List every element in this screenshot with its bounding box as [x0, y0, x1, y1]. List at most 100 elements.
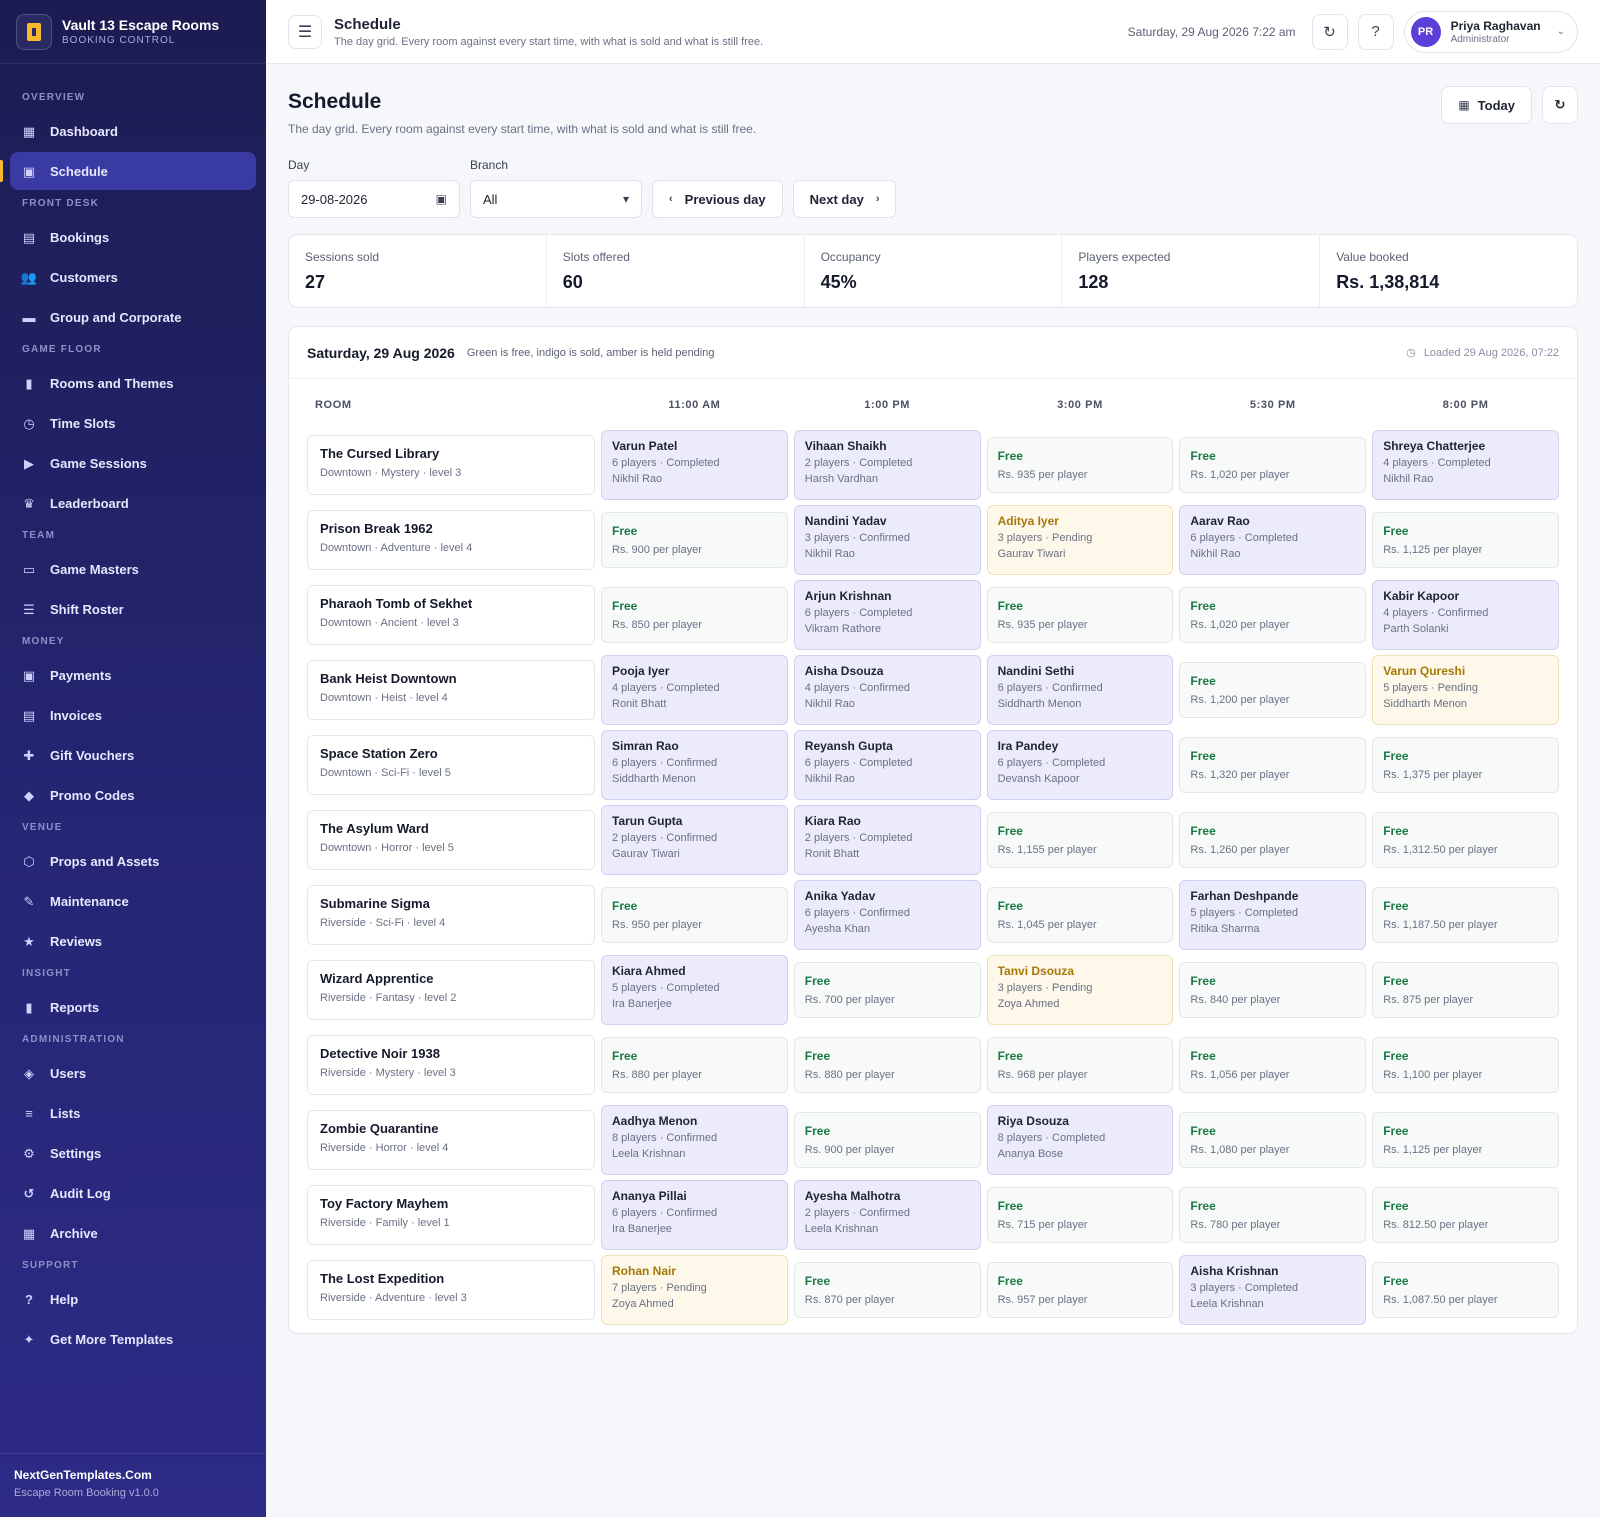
calendar-picker-icon[interactable]: ▣	[435, 192, 447, 206]
slot-sold[interactable]: Ira Pandey 6 players · Completed Devansh…	[986, 729, 1174, 800]
slot-sold[interactable]: Kiara Rao 2 players · Completed Ronit Bh…	[793, 804, 981, 875]
menu-toggle-button[interactable]: ☰	[288, 14, 322, 49]
slot-free[interactable]: Free Rs. 1,045 per player	[986, 886, 1174, 943]
slot-sold[interactable]: Anika Yadav 6 players · Confirmed Ayesha…	[793, 879, 981, 950]
sidebar-item-time-slots[interactable]: ◷ Time Slots	[10, 404, 256, 442]
room-cell[interactable]: The Lost Expedition Riverside · Adventur…	[307, 1259, 595, 1320]
slot-pending[interactable]: Rohan Nair 7 players · Pending Zoya Ahme…	[601, 1254, 788, 1325]
sidebar-item-payments[interactable]: ▣ Payments	[10, 656, 256, 694]
room-cell[interactable]: Submarine Sigma Riverside · Sci-Fi · lev…	[307, 884, 595, 945]
slot-free[interactable]: Free Rs. 1,087.50 per player	[1372, 1261, 1559, 1318]
slot-free[interactable]: Free Rs. 1,056 per player	[1179, 1036, 1367, 1093]
slot-free[interactable]: Free Rs. 1,100 per player	[1372, 1036, 1559, 1093]
sidebar-item-users[interactable]: ◈ Users	[10, 1054, 256, 1092]
slot-sold[interactable]: Reyansh Gupta 6 players · Completed Nikh…	[793, 729, 981, 800]
refresh-button[interactable]: ↻	[1311, 13, 1348, 50]
help-button[interactable]: ?	[1357, 13, 1394, 50]
slot-sold[interactable]: Shreya Chatterjee 4 players · Completed …	[1372, 429, 1559, 500]
room-cell[interactable]: Wizard Apprentice Riverside · Fantasy · …	[307, 959, 595, 1020]
sidebar-item-rooms-and-themes[interactable]: ▮ Rooms and Themes	[10, 364, 256, 402]
room-cell[interactable]: The Asylum Ward Downtown · Horror · leve…	[307, 809, 595, 870]
room-cell[interactable]: Pharaoh Tomb of Sekhet Downtown · Ancien…	[307, 584, 595, 645]
slot-sold[interactable]: Aisha Dsouza 4 players · Confirmed Nikhi…	[793, 654, 981, 725]
sidebar-item-reports[interactable]: ▮ Reports	[10, 988, 256, 1026]
slot-free[interactable]: Free Rs. 850 per player	[601, 586, 788, 643]
slot-free[interactable]: Free Rs. 1,200 per player	[1179, 661, 1367, 718]
slot-sold[interactable]: Farhan Deshpande 5 players · Completed R…	[1179, 879, 1367, 950]
slot-free[interactable]: Free Rs. 875 per player	[1372, 961, 1559, 1018]
brand[interactable]: Vault 13 Escape Rooms BOOKING CONTROL	[0, 0, 266, 64]
slot-free[interactable]: Free Rs. 780 per player	[1179, 1186, 1367, 1243]
slot-free[interactable]: Free Rs. 1,312.50 per player	[1372, 811, 1559, 868]
slot-free[interactable]: Free Rs. 1,155 per player	[986, 811, 1174, 868]
slot-sold[interactable]: Arjun Krishnan 6 players · Completed Vik…	[793, 579, 981, 650]
slot-sold[interactable]: Kiara Ahmed 5 players · Completed Ira Ba…	[601, 954, 788, 1025]
slot-free[interactable]: Free Rs. 1,260 per player	[1179, 811, 1367, 868]
slot-free[interactable]: Free Rs. 840 per player	[1179, 961, 1367, 1018]
slot-pending[interactable]: Tanvi Dsouza 3 players · Pending Zoya Ah…	[986, 954, 1174, 1025]
footer-site[interactable]: NextGenTemplates.Com	[14, 1468, 152, 1482]
room-cell[interactable]: Bank Heist Downtown Downtown · Heist · l…	[307, 659, 595, 720]
next-day-button[interactable]: Next day ›	[792, 180, 897, 218]
room-cell[interactable]: Zombie Quarantine Riverside · Horror · l…	[307, 1109, 595, 1170]
slot-sold[interactable]: Riya Dsouza 8 players · Completed Ananya…	[986, 1104, 1174, 1175]
slot-free[interactable]: Free Rs. 935 per player	[986, 586, 1174, 643]
slot-sold[interactable]: Aisha Krishnan 3 players · Completed Lee…	[1179, 1254, 1367, 1325]
sidebar-item-game-sessions[interactable]: ▶ Game Sessions	[10, 444, 256, 482]
reload-button[interactable]: ↻	[1542, 86, 1578, 124]
slot-free[interactable]: Free Rs. 935 per player	[986, 436, 1174, 493]
sidebar-item-schedule[interactable]: ▣ Schedule	[0, 152, 256, 190]
slot-sold[interactable]: Simran Rao 6 players · Confirmed Siddhar…	[601, 729, 788, 800]
room-cell[interactable]: Prison Break 1962 Downtown · Adventure ·…	[307, 509, 595, 570]
slot-free[interactable]: Free Rs. 700 per player	[793, 961, 981, 1018]
branch-select[interactable]: All ▾	[470, 180, 642, 218]
slot-pending[interactable]: Varun Qureshi 5 players · Pending Siddha…	[1372, 654, 1559, 725]
sidebar-item-group-and-corporate[interactable]: ▬ Group and Corporate	[10, 298, 256, 336]
slot-pending[interactable]: Aditya Iyer 3 players · Pending Gaurav T…	[986, 504, 1174, 575]
today-button[interactable]: ▦ Today	[1441, 86, 1532, 124]
sidebar-item-dashboard[interactable]: ▦ Dashboard	[10, 112, 256, 150]
slot-sold[interactable]: Nandini Sethi 6 players · Confirmed Sidd…	[986, 654, 1174, 725]
room-cell[interactable]: Detective Noir 1938 Riverside · Mystery …	[307, 1034, 595, 1095]
slot-sold[interactable]: Vihaan Shaikh 2 players · Completed Hars…	[793, 429, 981, 500]
sidebar-item-help[interactable]: ? Help	[10, 1280, 256, 1318]
sidebar-item-customers[interactable]: 👥 Customers	[10, 258, 256, 296]
room-cell[interactable]: Space Station Zero Downtown · Sci-Fi · l…	[307, 734, 595, 795]
slot-sold[interactable]: Aadhya Menon 8 players · Confirmed Leela…	[601, 1104, 788, 1175]
slot-free[interactable]: Free Rs. 1,125 per player	[1372, 511, 1559, 568]
slot-free[interactable]: Free Rs. 900 per player	[601, 511, 788, 568]
slot-sold[interactable]: Ananya Pillai 6 players · Confirmed Ira …	[601, 1179, 788, 1250]
sidebar-item-lists[interactable]: ≡ Lists	[10, 1094, 256, 1132]
slot-free[interactable]: Free Rs. 968 per player	[986, 1036, 1174, 1093]
slot-sold[interactable]: Pooja Iyer 4 players · Completed Ronit B…	[601, 654, 788, 725]
sidebar-item-leaderboard[interactable]: ♛ Leaderboard	[10, 484, 256, 522]
sidebar-item-shift-roster[interactable]: ☰ Shift Roster	[10, 590, 256, 628]
slot-sold[interactable]: Aarav Rao 6 players · Completed Nikhil R…	[1179, 504, 1367, 575]
slot-free[interactable]: Free Rs. 900 per player	[793, 1111, 981, 1168]
sidebar-item-reviews[interactable]: ★ Reviews	[10, 922, 256, 960]
slot-free[interactable]: Free Rs. 812.50 per player	[1372, 1186, 1559, 1243]
slot-free[interactable]: Free Rs. 715 per player	[986, 1186, 1174, 1243]
sidebar-item-settings[interactable]: ⚙ Settings	[10, 1134, 256, 1172]
sidebar-item-game-masters[interactable]: ▭ Game Masters	[10, 550, 256, 588]
slot-free[interactable]: Free Rs. 1,125 per player	[1372, 1111, 1559, 1168]
sidebar-item-promo-codes[interactable]: ◆ Promo Codes	[10, 776, 256, 814]
slot-free[interactable]: Free Rs. 1,020 per player	[1179, 436, 1367, 493]
slot-sold[interactable]: Kabir Kapoor 4 players · Confirmed Parth…	[1372, 579, 1559, 650]
sidebar-item-maintenance[interactable]: ✎ Maintenance	[10, 882, 256, 920]
sidebar-item-props-and-assets[interactable]: ⬡ Props and Assets	[10, 842, 256, 880]
previous-day-button[interactable]: ‹ Previous day	[652, 180, 783, 218]
sidebar-item-archive[interactable]: ▦ Archive	[10, 1214, 256, 1252]
sidebar-item-gift-vouchers[interactable]: ✚ Gift Vouchers	[10, 736, 256, 774]
slot-sold[interactable]: Tarun Gupta 2 players · Confirmed Gaurav…	[601, 804, 788, 875]
room-cell[interactable]: The Cursed Library Downtown · Mystery · …	[307, 434, 595, 495]
sidebar-item-audit-log[interactable]: ↺ Audit Log	[10, 1174, 256, 1212]
sidebar-item-get-more-templates[interactable]: ✦ Get More Templates	[10, 1320, 256, 1358]
slot-free[interactable]: Free Rs. 1,080 per player	[1179, 1111, 1367, 1168]
slot-free[interactable]: Free Rs. 1,320 per player	[1179, 736, 1367, 793]
slot-free[interactable]: Free Rs. 880 per player	[601, 1036, 788, 1093]
slot-free[interactable]: Free Rs. 880 per player	[793, 1036, 981, 1093]
slot-sold[interactable]: Nandini Yadav 3 players · Confirmed Nikh…	[793, 504, 981, 575]
day-date-input[interactable]: 29-08-2026 ▣	[288, 180, 460, 218]
slot-sold[interactable]: Varun Patel 6 players · Completed Nikhil…	[601, 429, 788, 500]
